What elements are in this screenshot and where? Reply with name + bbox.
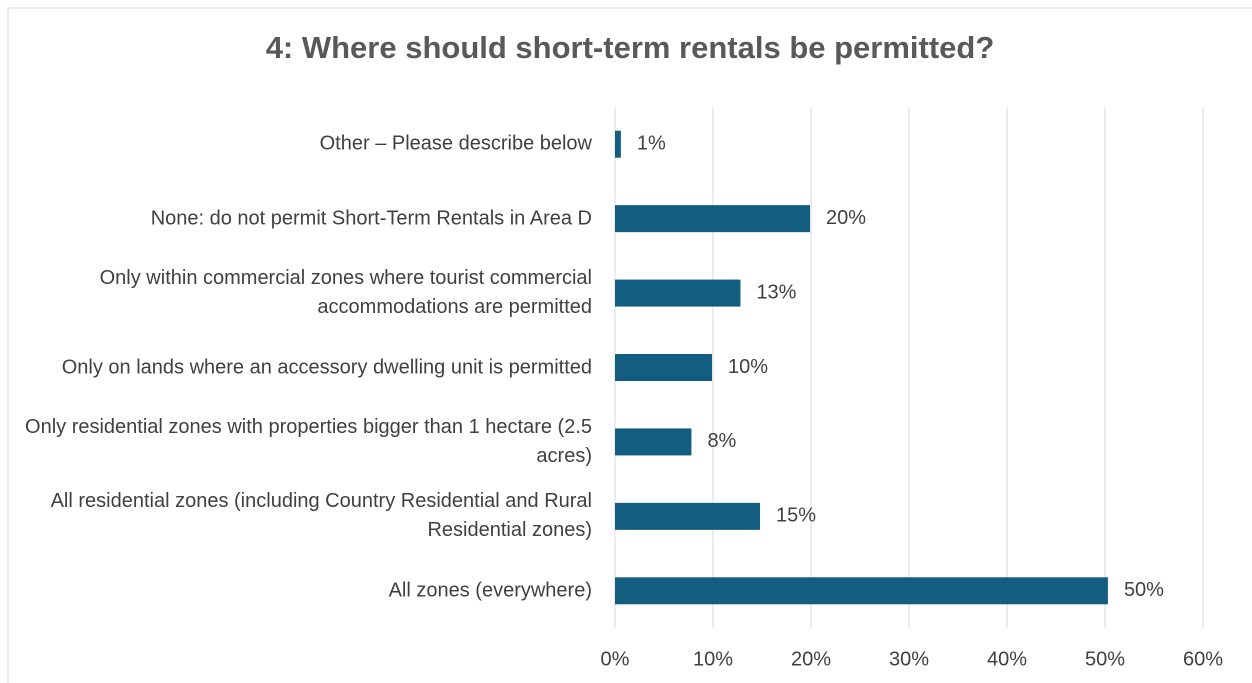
chart-border: [7, 7, 1252, 683]
data-label: 50%: [1124, 579, 1164, 601]
x-tick-label: 60%: [1183, 648, 1223, 670]
y-tick-label: All residential zones (including Country…: [50, 490, 592, 542]
y-tick-label: None: do not permit Short-Term Rentals i…: [150, 207, 592, 230]
x-tick-label: 0%: [601, 648, 630, 670]
bar: [615, 502, 761, 530]
bar: [615, 279, 741, 307]
bar: [615, 354, 713, 381]
y-tick-label: Other – Please describe below: [319, 132, 592, 155]
x-tick-label: 50%: [1085, 648, 1125, 670]
bar: [615, 428, 692, 456]
x-tick-label: 10%: [693, 648, 733, 670]
x-tick-label: 20%: [791, 648, 831, 670]
data-label: 15%: [776, 505, 816, 527]
bar: [615, 577, 1108, 605]
data-label: 10%: [728, 356, 768, 378]
chart-title: 4: Where should short-term rentals be pe…: [265, 30, 995, 65]
x-tick-label: 40%: [987, 648, 1027, 670]
data-label: 20%: [826, 207, 866, 229]
data-label: 13%: [756, 281, 796, 303]
y-tick-label: Only within commercial zones where touri…: [99, 267, 592, 319]
x-tick-label: 30%: [889, 648, 929, 670]
y-tick-label: Only on lands where an accessory dwellin…: [61, 356, 592, 378]
data-label: 1%: [637, 132, 666, 154]
y-tick-label: All zones (everywhere): [388, 579, 592, 602]
bar: [615, 205, 811, 233]
bar: [615, 130, 621, 158]
y-tick-label: Only residential zones with properties b…: [25, 415, 592, 467]
data-label: 8%: [707, 430, 736, 452]
